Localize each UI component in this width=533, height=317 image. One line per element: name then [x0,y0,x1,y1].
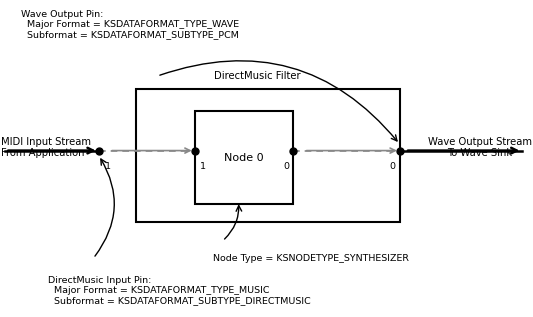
Bar [195,111,293,204]
Text: 0: 0 [390,162,395,171]
Bar [136,89,400,222]
Text: Wave Output Pin:
  Major Format = KSDATAFORMAT_TYPE_WAVE
  Subformat = KSDATAFOR: Wave Output Pin: Major Format = KSDATAFO… [21,10,239,39]
Text: DirectMusic Input Pin:
  Major Format = KSDATAFORMAT_TYPE_MUSIC
  Subformat = KS: DirectMusic Input Pin: Major Format = KS… [48,276,311,306]
Text: Wave Output Stream
To Wave Sink: Wave Output Stream To Wave Sink [428,137,532,158]
Text: 1: 1 [105,162,111,171]
Text: Node 0: Node 0 [224,153,264,163]
Text: 1: 1 [200,162,206,171]
Text: MIDI Input Stream
From Application: MIDI Input Stream From Application [1,137,91,158]
Text: 0: 0 [283,162,289,171]
Text: DirectMusic Filter: DirectMusic Filter [214,71,301,81]
Text: Node Type = KSNODETYPE_SYNTHESIZER: Node Type = KSNODETYPE_SYNTHESIZER [213,254,409,262]
